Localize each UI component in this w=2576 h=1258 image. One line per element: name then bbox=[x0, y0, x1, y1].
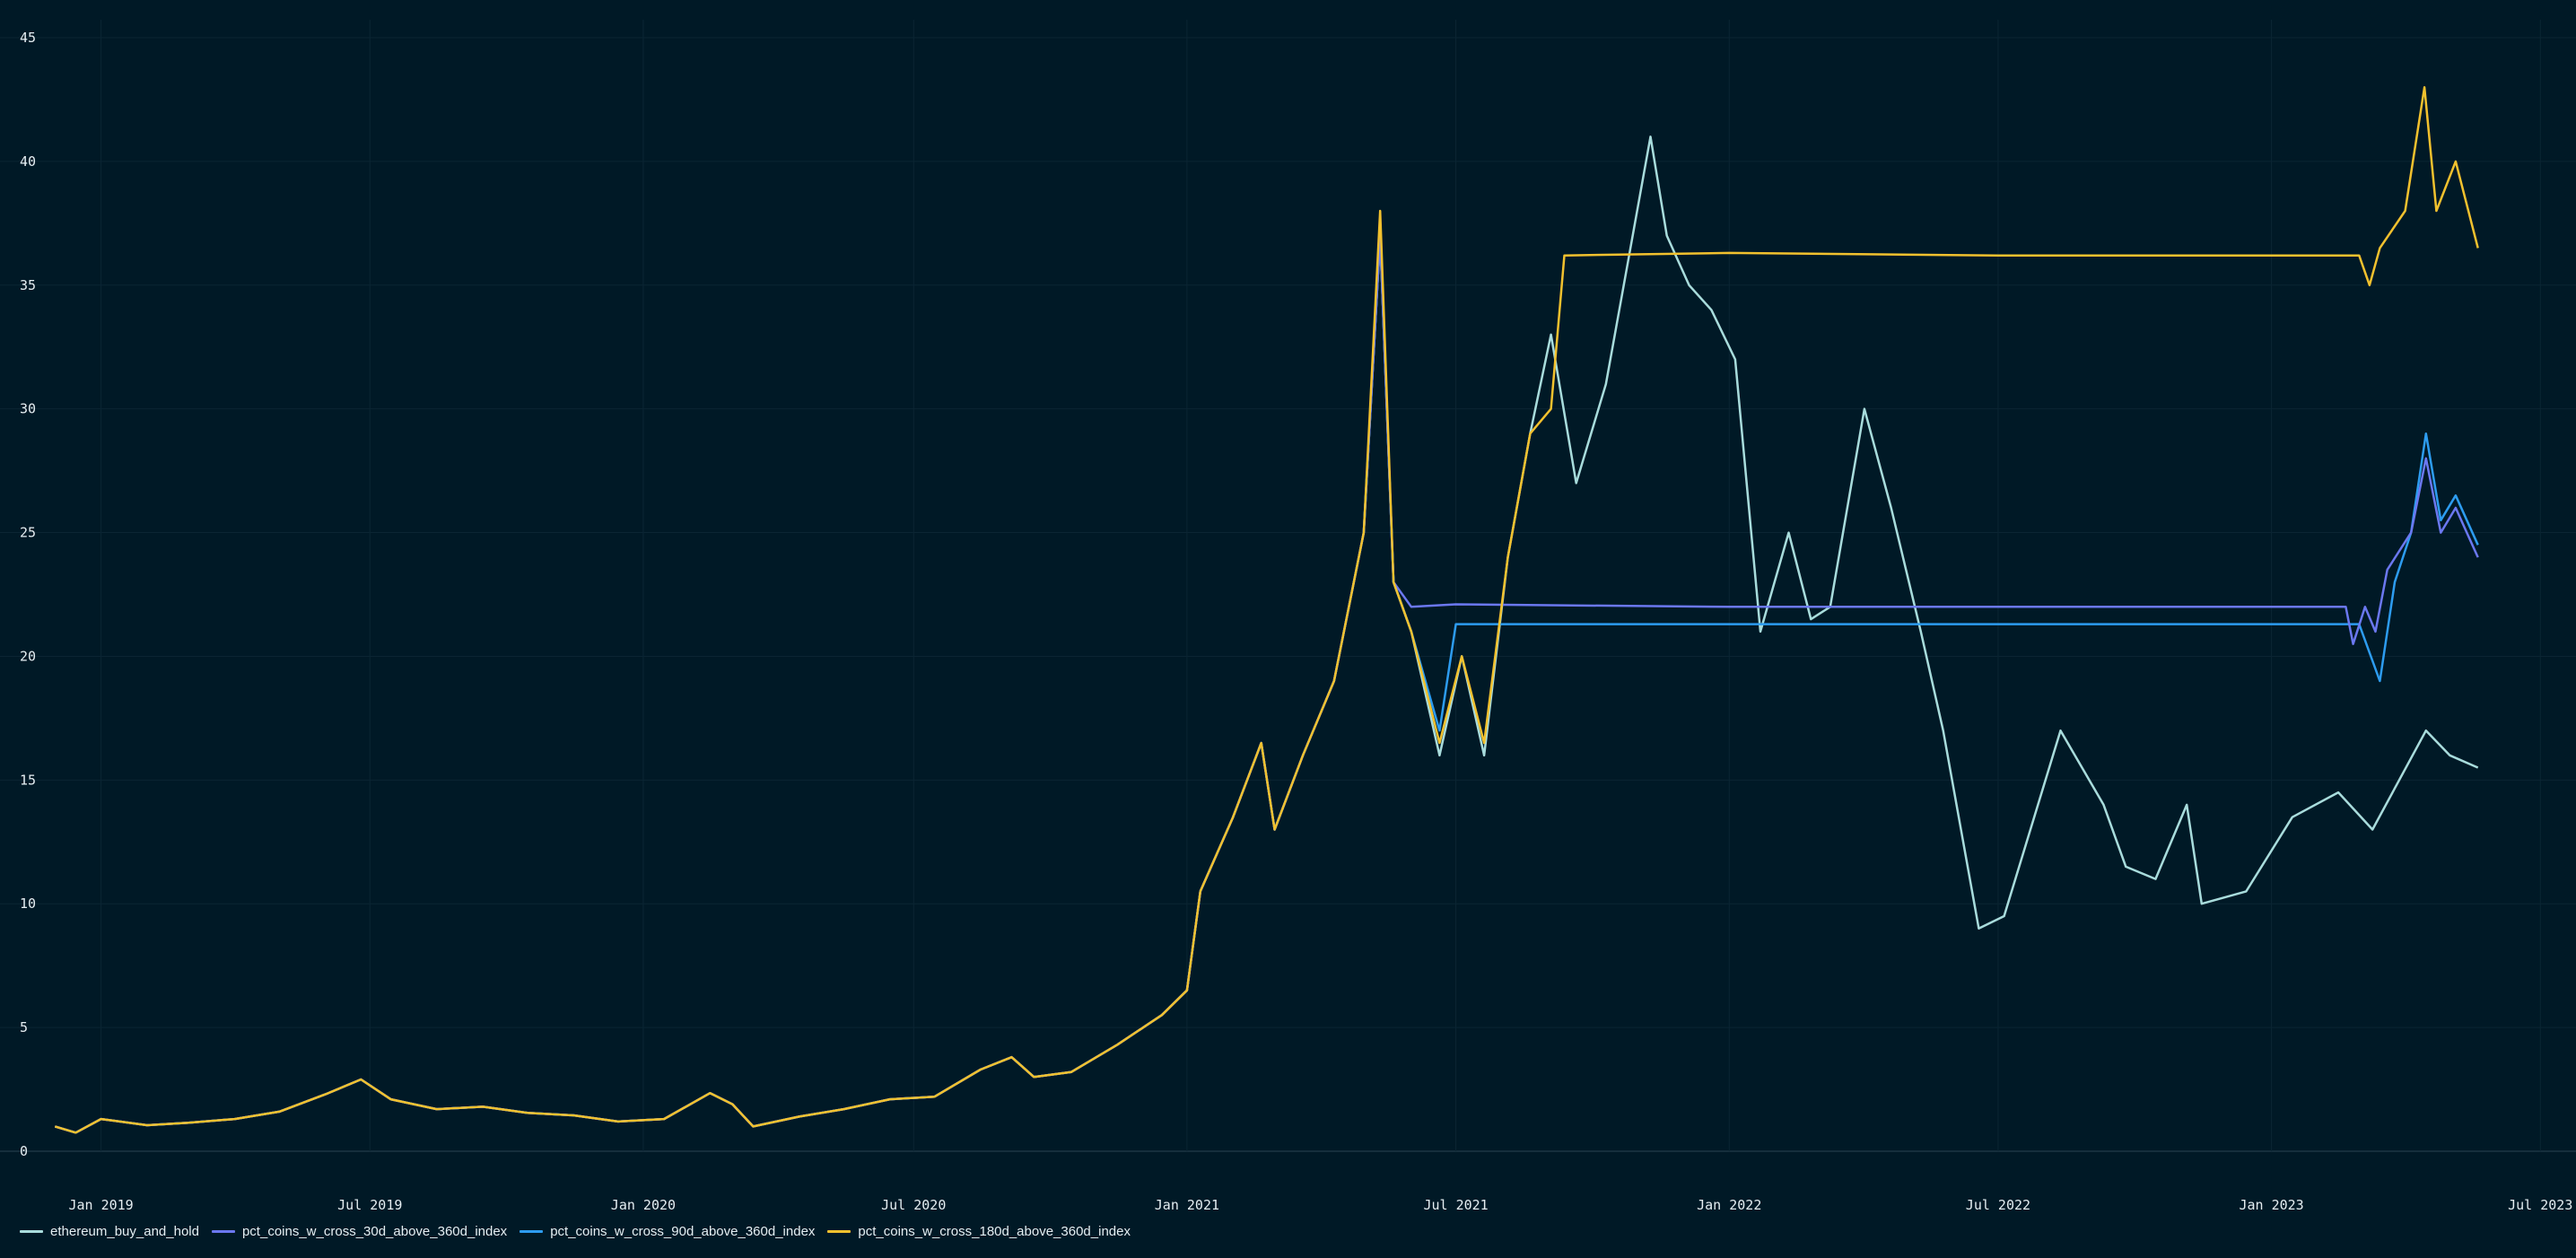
x-tick-label: Jul 2022 bbox=[1966, 1197, 2030, 1213]
y-tick-label: 40 bbox=[20, 153, 36, 170]
y-tick-label: 5 bbox=[20, 1019, 28, 1035]
y-tick-label: 35 bbox=[20, 277, 36, 293]
legend-swatch bbox=[827, 1230, 851, 1233]
legend-item-180d[interactable]: pct_coins_w_cross_180d_above_360d_index bbox=[827, 1224, 1131, 1239]
y-tick-label: 0 bbox=[20, 1143, 28, 1159]
y-tick-label: 10 bbox=[20, 895, 36, 912]
legend-label: ethereum_buy_and_hold bbox=[50, 1224, 199, 1239]
legend-swatch bbox=[520, 1230, 544, 1233]
y-tick-label: 25 bbox=[20, 525, 36, 541]
y-tick-label: 15 bbox=[20, 772, 36, 788]
x-tick-label: Jan 2023 bbox=[2239, 1197, 2303, 1213]
legend: ethereum_buy_and_hold pct_coins_w_cross_… bbox=[20, 1224, 1131, 1239]
legend-label: pct_coins_w_cross_180d_above_360d_index bbox=[858, 1224, 1131, 1239]
legend-item-ethereum-buy-and-hold[interactable]: ethereum_buy_and_hold bbox=[20, 1224, 199, 1239]
y-tick-label: 30 bbox=[20, 401, 36, 417]
legend-swatch bbox=[20, 1230, 43, 1233]
x-tick-label: Jul 2023 bbox=[2508, 1197, 2572, 1213]
x-tick-label: Jul 2020 bbox=[881, 1197, 946, 1213]
legend-label: pct_coins_w_cross_90d_above_360d_index bbox=[550, 1224, 816, 1239]
grid-lines bbox=[0, 20, 2576, 1152]
x-tick-label: Jul 2019 bbox=[337, 1197, 402, 1213]
y-tick-label: 20 bbox=[20, 648, 36, 664]
x-axis: Jan 2019 Jul 2019 Jan 2020 Jul 2020 Jan 2021… bbox=[68, 1197, 2572, 1213]
x-tick-label: Jan 2022 bbox=[1697, 1197, 1761, 1213]
legend-item-90d[interactable]: pct_coins_w_cross_90d_above_360d_index bbox=[520, 1224, 815, 1239]
series-line-pct-coins-w-cross-90d-above-360d-index bbox=[54, 234, 2479, 1134]
series-line-pct-coins-w-cross-180d-above-360d-index bbox=[54, 85, 2479, 1134]
x-tick-label: Jul 2021 bbox=[1423, 1197, 1488, 1213]
x-tick-label: Jan 2021 bbox=[1155, 1197, 1219, 1213]
series-line-pct-coins-w-cross-30d-above-360d-index bbox=[54, 234, 2479, 1134]
x-tick-label: Jan 2020 bbox=[611, 1197, 676, 1213]
legend-label: pct_coins_w_cross_30d_above_360d_index bbox=[241, 1224, 508, 1239]
y-axis: 0 5 10 15 20 25 30 35 40 45 bbox=[20, 30, 36, 1159]
legend-swatch bbox=[211, 1230, 235, 1233]
y-tick-label: 45 bbox=[20, 30, 36, 46]
x-tick-label: Jan 2019 bbox=[68, 1197, 133, 1213]
legend-item-30d[interactable]: pct_coins_w_cross_30d_above_360d_index bbox=[211, 1224, 508, 1239]
series-line-ethereum-buy-and-hold bbox=[54, 135, 2479, 1134]
series-lines bbox=[54, 85, 2479, 1134]
